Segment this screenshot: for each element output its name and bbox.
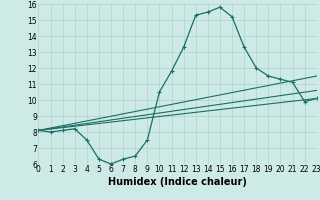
X-axis label: Humidex (Indice chaleur): Humidex (Indice chaleur) — [108, 177, 247, 187]
